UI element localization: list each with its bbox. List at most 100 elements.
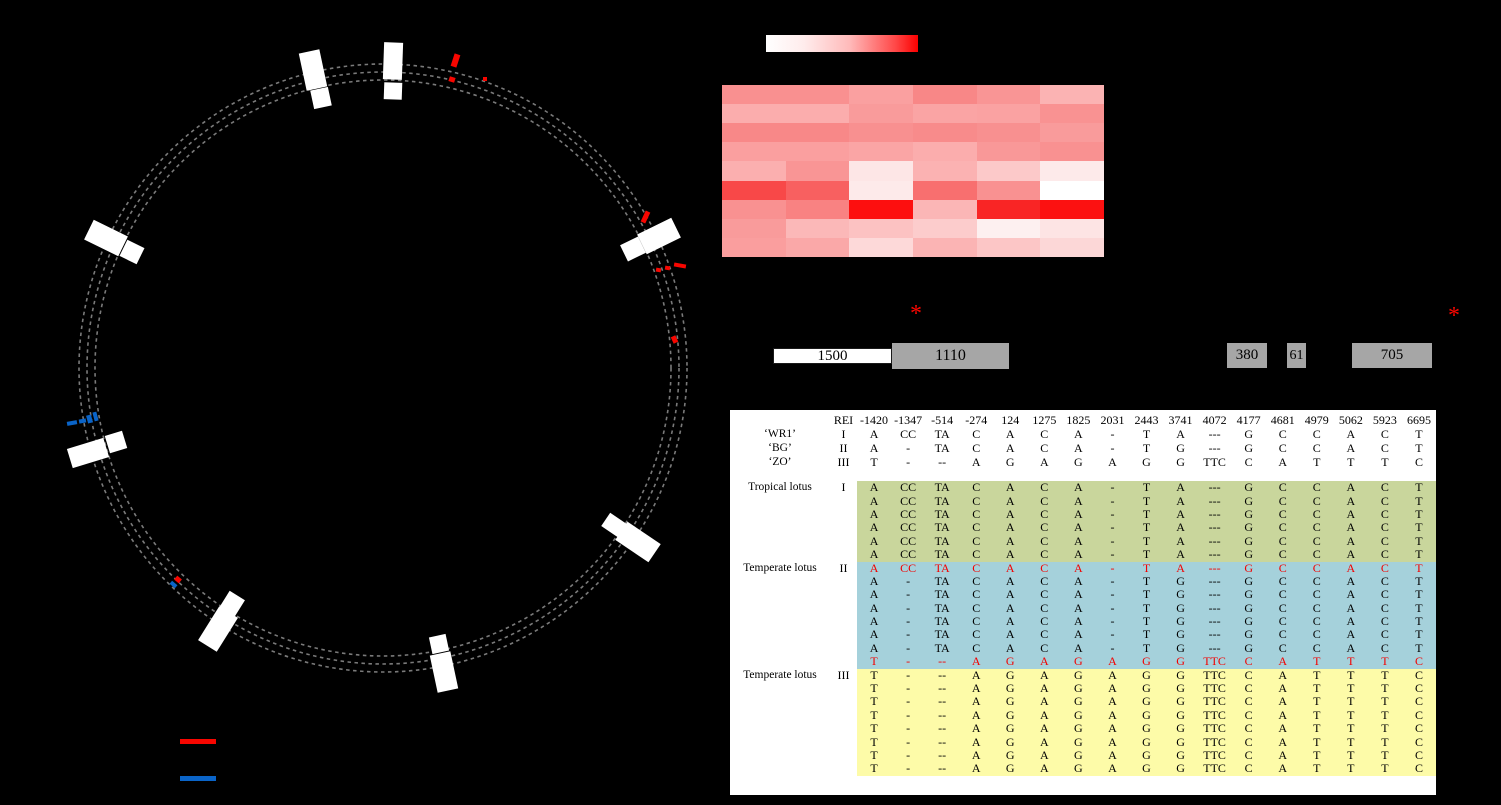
seq-cell: -- [925, 695, 960, 709]
seq-cell: A [1333, 494, 1368, 508]
seq-cell: -- [925, 761, 960, 776]
seq-cell: A [1265, 681, 1300, 696]
seq-cell: T [1299, 668, 1334, 683]
seq-cell: A [1027, 668, 1062, 683]
seq-cell: A [1176, 426, 1185, 441]
seq-cell: G [1061, 681, 1096, 696]
position-cell: 2443 [1134, 413, 1159, 428]
seq-cell: C [1299, 547, 1334, 562]
seq-cell: T [1129, 507, 1164, 522]
gene-box [620, 236, 646, 262]
seq-cell: T [1299, 681, 1334, 696]
seq-cell: G [1129, 654, 1164, 669]
seq-cell: C [1299, 587, 1334, 602]
seq-cell: C [1040, 440, 1049, 455]
seq-cell: A [959, 695, 994, 709]
seq-cell: C [1231, 708, 1266, 723]
seq-cell: C [1312, 440, 1321, 455]
seq-cell: G [1231, 574, 1266, 589]
seq-cell: --- [1197, 628, 1232, 642]
seq-cell: TTC [1197, 654, 1232, 669]
seq-cell: TA [925, 641, 960, 656]
seq-cell: C [1380, 440, 1389, 455]
seq-cell: T [1401, 480, 1436, 495]
seq-cell: G [1176, 454, 1185, 469]
seq-cell: A [1265, 695, 1300, 709]
seq-cell: T [1367, 708, 1402, 723]
seq-cell: C [1231, 735, 1266, 750]
seq-cell: T [1401, 547, 1436, 562]
seq-cell: T [857, 668, 892, 683]
seq-cell: C [959, 574, 994, 589]
seq-cell: C [959, 534, 994, 549]
table-gap [730, 469, 1436, 481]
heatmap-cell [913, 161, 977, 181]
seq-cell: A [971, 454, 981, 469]
seq-cell: A [1265, 708, 1300, 723]
exon-box-705: 705 [1352, 343, 1432, 368]
seq-cell: -- [925, 735, 960, 750]
seq-cell: T [1367, 668, 1402, 683]
seq-cell: C [1401, 761, 1436, 776]
heatmap-cell [785, 237, 850, 257]
seq-cell: TTC [1197, 668, 1232, 683]
heatmap-cell [976, 123, 1041, 143]
seq-cell: A [1333, 587, 1368, 602]
seq-cell: G [1163, 721, 1198, 736]
row-label: Temperate lotus [743, 561, 817, 574]
position-cell: -274 [965, 413, 988, 428]
seq-cell: A [959, 681, 994, 696]
seq-row: A - TA C A C A - T G --- G C C A C T [730, 587, 1436, 602]
snp-tick [448, 76, 456, 83]
seq-cell: A [1061, 614, 1096, 629]
seq-cell: A [1265, 721, 1300, 736]
gene-box [429, 651, 459, 693]
seq-cell: G [1244, 440, 1253, 455]
heatmap-cell [1040, 142, 1104, 162]
seq-cell: G [1231, 601, 1266, 616]
seq-cell: A [959, 735, 994, 750]
seq-cell: G [1231, 561, 1266, 575]
seq-cell: T [1401, 574, 1436, 589]
gene-box [382, 42, 404, 80]
seq-cell: - [1095, 641, 1130, 656]
seq-cell: TTC [1197, 748, 1232, 763]
heatmap-cell [976, 104, 1041, 124]
heatmap-colorbar [766, 35, 918, 52]
gene-box [383, 82, 403, 100]
seq-cell: G [1163, 628, 1198, 642]
heatmap-cell [1040, 237, 1104, 257]
seq-cell: - [891, 641, 926, 656]
seq-cell: G [1244, 426, 1253, 441]
seq-cell: C [1299, 614, 1334, 629]
heatmap-cell [913, 123, 977, 143]
seq-cell: C [1367, 520, 1402, 535]
seq-cell: G [1129, 761, 1164, 776]
seq-cell: C [1231, 761, 1266, 776]
seq-cell: G [1163, 574, 1198, 589]
seq-cell: G [993, 681, 1028, 696]
seq-cell: T [1401, 534, 1436, 549]
heatmap-cell [976, 218, 1041, 238]
heatmap-cell [849, 85, 913, 105]
seq-cell: A [857, 561, 892, 575]
seq-cell: G [993, 668, 1028, 683]
seq-cell: G [1163, 587, 1198, 602]
seq-cell: TA [925, 494, 960, 508]
seq-cell: CC [891, 480, 926, 495]
seq-cell: C [1027, 601, 1062, 616]
heatmap-cell [849, 142, 913, 162]
seq-cell: A [1163, 561, 1198, 575]
seq-cell: A [857, 587, 892, 602]
heatmap-cell [785, 199, 850, 219]
exon-length-label: 705 [1380, 347, 1404, 363]
seq-cell: A [1061, 547, 1096, 562]
seq-cell: -- [925, 708, 960, 723]
position-cell: 1825 [1066, 413, 1091, 428]
seq-row: A CC TA C A C A - T A --- G C C A C T [730, 507, 1436, 522]
heatmap-cell [913, 104, 977, 124]
seq-cell: G [1142, 454, 1151, 469]
seq-cell: C [1414, 454, 1423, 469]
seq-cell: G [1231, 641, 1266, 656]
seq-cell: T [1401, 628, 1436, 642]
